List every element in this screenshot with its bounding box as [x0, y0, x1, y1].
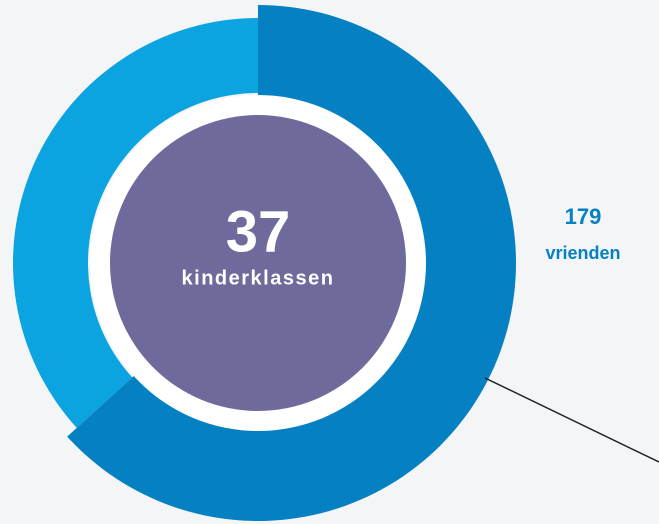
pointer-line [484, 377, 659, 463]
center-label: kinderklassen [182, 267, 335, 289]
donut-segment [67, 5, 517, 522]
segments [13, 5, 517, 522]
center-value: 37 [226, 199, 291, 264]
center-circle [110, 115, 406, 411]
segment-category-label: vrienden [545, 243, 620, 263]
segment-value-label: 179 [565, 204, 602, 229]
donut-segment [13, 18, 258, 428]
